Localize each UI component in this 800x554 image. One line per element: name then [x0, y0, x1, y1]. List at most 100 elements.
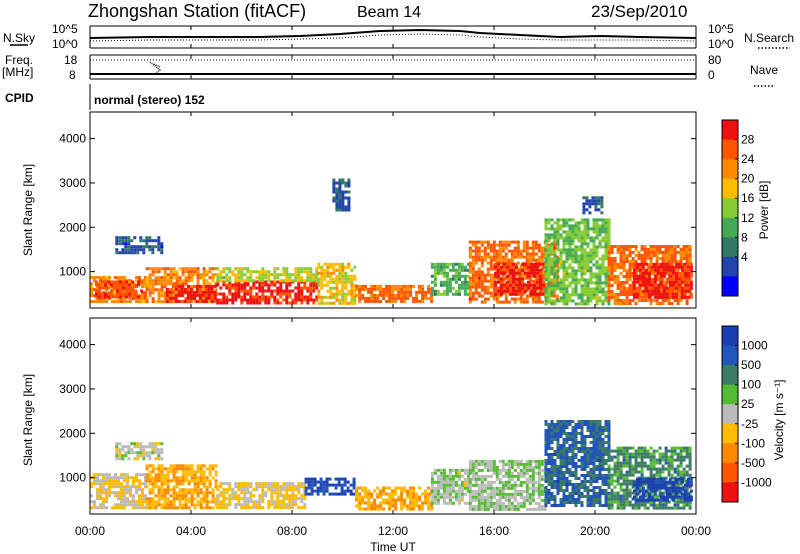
heatmap-cell — [547, 251, 551, 255]
heatmap-cell — [468, 297, 472, 301]
heatmap-cell — [273, 273, 277, 277]
heatmap-cell — [355, 504, 359, 508]
heatmap-cell — [379, 492, 383, 496]
heatmap-cell — [119, 286, 122, 290]
heatmap-cell — [649, 278, 653, 281]
heatmap-cell — [688, 245, 692, 248]
heatmap-cell — [163, 467, 167, 471]
heatmap-cell — [312, 286, 316, 290]
heatmap-cell — [671, 283, 675, 287]
heatmap-cell — [668, 286, 672, 290]
heatmap-cell — [568, 483, 572, 486]
heatmap-cell — [406, 293, 410, 297]
heatmap-cell — [559, 435, 563, 438]
heatmap-cell — [139, 451, 143, 455]
heatmap-cell — [300, 289, 304, 293]
heatmap-cell — [213, 290, 217, 294]
heatmap-cell — [172, 273, 176, 277]
heatmap-cell — [492, 249, 496, 253]
heatmap-cell — [495, 243, 499, 247]
heatmap-cell — [676, 290, 680, 293]
heatmap-cell — [119, 283, 122, 287]
heatmap-cell — [594, 202, 598, 206]
heatmap-cell — [448, 268, 452, 272]
heatmap-cell — [163, 276, 167, 280]
heatmap-cell — [169, 294, 173, 298]
heatmap-cell — [506, 289, 509, 293]
heatmap-cell — [125, 283, 128, 287]
heatmap-cell — [556, 224, 560, 228]
heatmap-cell — [136, 451, 140, 455]
heatmap-cell — [460, 492, 464, 496]
heatmap-cell — [175, 464, 179, 468]
heatmap-cell — [550, 284, 554, 288]
heatmap-cell — [565, 266, 569, 270]
heatmap-cell — [477, 279, 481, 283]
heatmap-cell — [540, 288, 544, 292]
heatmap-cell — [595, 224, 599, 228]
heatmap-cell — [454, 483, 458, 487]
heatmap-cell — [454, 471, 458, 475]
heatmap-cell — [135, 285, 138, 289]
heatmap-cell — [400, 290, 404, 294]
heatmap-cell — [439, 480, 443, 484]
heatmap-cell — [204, 287, 208, 291]
heatmap-cell — [592, 492, 596, 495]
heatmap-cell — [676, 260, 680, 263]
heatmap-cell — [592, 224, 596, 228]
heatmap-cell — [196, 494, 200, 498]
heatmap-cell — [504, 468, 508, 472]
heatmap-cell — [594, 208, 598, 212]
y-tick-label: 4000 — [59, 132, 86, 146]
heatmap-cell — [178, 491, 182, 495]
heatmap-cell — [335, 199, 339, 203]
heatmap-cell — [246, 301, 250, 305]
heatmap-cell — [583, 489, 587, 492]
heatmap-cell — [468, 468, 472, 472]
heatmap-cell — [547, 453, 551, 456]
heatmap-cell — [144, 279, 147, 283]
heatmap-cell — [332, 295, 336, 299]
heatmap-cell — [178, 279, 182, 283]
heatmap-cell — [537, 300, 541, 304]
heatmap-cell — [601, 260, 605, 264]
heatmap-cell — [361, 296, 365, 300]
heatmap-cell — [594, 196, 598, 200]
heatmap-cell — [95, 280, 98, 284]
heatmap-cell — [403, 284, 407, 288]
heatmap-cell — [547, 218, 551, 222]
heatmap-cell — [297, 295, 301, 299]
heatmap-cell — [686, 271, 690, 275]
heatmap-cell — [291, 273, 295, 277]
heatmap-cell — [592, 501, 596, 504]
heatmap-cell — [495, 294, 499, 298]
heatmap-cell — [680, 265, 684, 269]
heatmap-cell — [117, 497, 120, 501]
heatmap-cell — [178, 467, 182, 471]
heatmap-cell — [207, 296, 211, 300]
heatmap-cell — [382, 486, 386, 490]
heatmap-cell — [589, 299, 593, 303]
heatmap-cell — [588, 202, 592, 206]
heatmap-cell — [670, 248, 674, 251]
heatmap-cell — [685, 260, 689, 263]
heatmap-cell — [172, 485, 176, 489]
heatmap-cell — [647, 277, 651, 281]
heatmap-cell — [174, 293, 178, 297]
heatmap-cell — [141, 300, 144, 304]
heatmap-cell — [580, 480, 584, 483]
heatmap-cell — [494, 265, 497, 269]
heatmap-cell — [118, 451, 122, 455]
heatmap-cell — [115, 457, 119, 461]
heatmap-cell — [580, 459, 584, 462]
heatmap-cell — [211, 488, 215, 492]
heatmap-cell — [589, 266, 593, 270]
heatmap-cell — [613, 257, 617, 260]
heatmap-cell — [589, 239, 593, 243]
heatmap-cell — [120, 473, 123, 477]
heatmap-cell — [586, 459, 590, 462]
heatmap-cell — [326, 283, 330, 287]
heatmap-cell — [340, 483, 344, 487]
heatmap-cell — [436, 265, 440, 269]
heatmap-cell — [525, 480, 529, 484]
